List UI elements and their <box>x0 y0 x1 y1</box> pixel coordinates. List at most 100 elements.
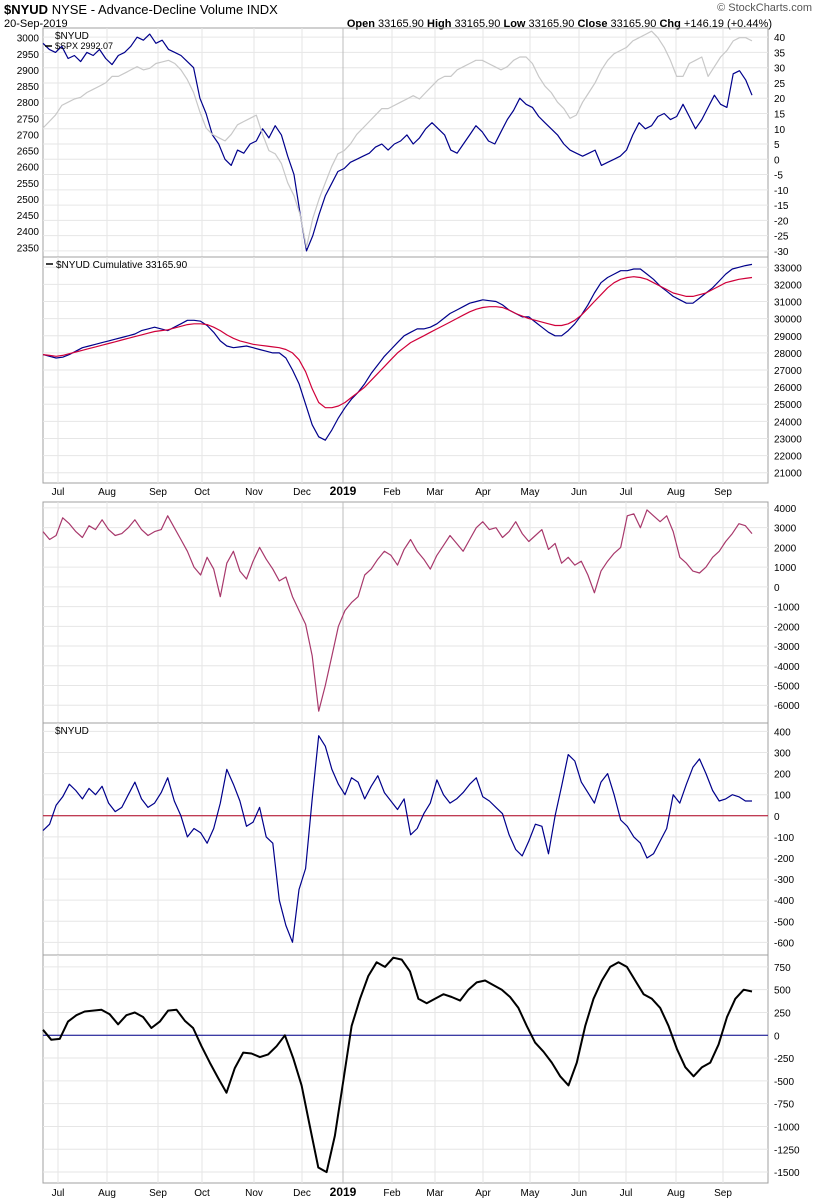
y-tick-label: 5 <box>774 140 780 151</box>
x-tick-label: Jul <box>620 1188 633 1199</box>
y-tick-label: 30000 <box>774 315 802 326</box>
x-tick-label: Nov <box>245 487 263 498</box>
legend-label: $NYUD <box>55 726 89 737</box>
y-tick-label-left: 2800 <box>17 98 40 109</box>
chg-label: Chg <box>659 18 681 30</box>
x-tick-label: Sep <box>149 487 167 498</box>
x-tick-label: 2019 <box>330 1185 357 1199</box>
y-tick-label: -25 <box>774 232 789 243</box>
x-tick-label: Mar <box>426 487 444 498</box>
x-tick-label: Jul <box>52 487 65 498</box>
y-tick-label: 0 <box>774 583 780 594</box>
y-tick-label: -10 <box>774 186 789 197</box>
series-line <box>42 735 752 943</box>
y-tick-label: 23000 <box>774 434 802 445</box>
y-tick-label-left: 2400 <box>17 227 40 238</box>
y-tick-label: 21000 <box>774 469 802 480</box>
y-tick-label: 26000 <box>774 383 802 394</box>
symbol-label: $NYUD <box>4 2 49 17</box>
panel-oscillator-3: 750 500 250 0 -250 -500 -750 -1000 -1250 -1500 <box>42 954 800 1184</box>
x-tick-label: Jul <box>52 1188 65 1199</box>
y-tick-label: 15 <box>774 109 786 120</box>
x-tick-label: Aug <box>667 487 685 498</box>
y-tick-label: -3000 <box>774 642 800 653</box>
symbol-description: NYSE - Advance-Decline Volume INDX <box>51 2 278 17</box>
panel-frame <box>42 722 769 956</box>
y-tick-label: -1000 <box>774 1122 800 1133</box>
y-tick-label: 28000 <box>774 349 802 360</box>
x-tick-label: Sep <box>714 1188 732 1199</box>
legend-label: $NYUD <box>55 31 89 42</box>
y-tick-label: -15 <box>774 201 789 212</box>
open-value: 33165.90 <box>378 18 424 30</box>
y-tick-label: -600 <box>774 938 794 949</box>
x-tick-label: Feb <box>383 487 401 498</box>
x-tick-label: Oct <box>194 1188 210 1199</box>
x-tick-label: Jun <box>571 487 587 498</box>
x-axis: Jul Aug Sep Oct Nov Dec 2019 Feb Mar Apr May Jun Jul… <box>52 484 733 498</box>
y-tick-label: -750 <box>774 1100 794 1111</box>
x-tick-label: Sep <box>714 487 732 498</box>
x-tick-label: Apr <box>475 1188 491 1199</box>
low-label: Low <box>503 18 526 30</box>
y-tick-label: 3000 <box>774 524 797 535</box>
y-tick-label: -100 <box>774 833 794 844</box>
y-tick-label: 0 <box>774 1031 780 1042</box>
y-tick-label: 4000 <box>774 504 797 515</box>
close-label: Close <box>577 18 608 30</box>
chg-value: +146.19 (+0.44%) <box>683 18 772 30</box>
y-tick-label: 32000 <box>774 280 802 291</box>
panel-frame <box>42 954 769 1184</box>
series-line <box>42 956 753 1174</box>
y-tick-label: -250 <box>774 1054 794 1065</box>
x-tick-label: Jun <box>571 1188 587 1199</box>
y-tick-label: 100 <box>774 791 791 802</box>
y-tick-label: -6000 <box>774 701 800 712</box>
y-tick-label: -500 <box>774 1077 794 1088</box>
y-tick-label: -20 <box>774 216 789 227</box>
series-line <box>42 33 753 252</box>
panel-frame <box>42 27 769 258</box>
y-tick-label: -400 <box>774 896 794 907</box>
y-tick-label: 25000 <box>774 400 802 411</box>
y-tick-label: 20 <box>774 94 786 105</box>
y-tick-label: 31000 <box>774 298 802 309</box>
x-tick-label: Oct <box>194 487 210 498</box>
y-tick-label-left: 2350 <box>17 243 40 254</box>
y-tick-label-left: 2550 <box>17 179 40 190</box>
y-tick-label: -4000 <box>774 662 800 673</box>
x-tick-label: Dec <box>293 487 311 498</box>
y-tick-label: 30 <box>774 64 786 75</box>
y-tick-label: 25 <box>774 79 786 90</box>
series-line <box>42 509 753 712</box>
panel-frame <box>42 501 769 724</box>
y-tick-label: -300 <box>774 875 794 886</box>
ohlc-readout: Open 33165.90 High 33165.90 Low 33165.90… <box>347 18 772 30</box>
y-tick-label: 22000 <box>774 452 802 463</box>
y-tick-label: -500 <box>774 917 794 928</box>
y-tick-label-left: 2600 <box>17 163 40 174</box>
x-tick-label: Dec <box>293 1188 311 1199</box>
y-tick-label: 500 <box>774 986 791 997</box>
chart-header: $NYUD NYSE - Advance-Decline Volume INDX… <box>0 0 820 34</box>
x-axis: Jul Aug Sep Oct Nov Dec 2019 Feb Mar Apr May Jun Jul… <box>52 1185 733 1199</box>
y-tick-label: -200 <box>774 854 794 865</box>
x-tick-label: Sep <box>149 1188 167 1199</box>
y-tick-label: 29000 <box>774 332 802 343</box>
x-tick-label: 2019 <box>330 484 357 498</box>
y-tick-label: -1000 <box>774 603 800 614</box>
y-tick-label: -5000 <box>774 682 800 693</box>
y-tick-label: 27000 <box>774 366 802 377</box>
x-tick-label: May <box>521 1188 540 1199</box>
legend-label: $SPX 2992.07 <box>55 41 113 51</box>
y-tick-label: 250 <box>774 1008 791 1019</box>
x-tick-label: Nov <box>245 1188 263 1199</box>
high-value: 33165.90 <box>454 18 501 30</box>
y-tick-label: -1500 <box>774 1168 800 1179</box>
y-tick-label: 400 <box>774 727 791 738</box>
close-value: 33165.90 <box>610 18 657 30</box>
stockcharts-logo[interactable]: © StockCharts.com <box>717 2 812 14</box>
chart-title: $NYUD NYSE - Advance-Decline Volume INDX <box>4 2 278 17</box>
panel-oscillator-1: 4000 3000 2000 1000 0 -1000 -2000 -3000 -4000 -50… <box>42 501 800 724</box>
legend-label: $NYUD Cumulative 33165.90 <box>56 260 188 271</box>
